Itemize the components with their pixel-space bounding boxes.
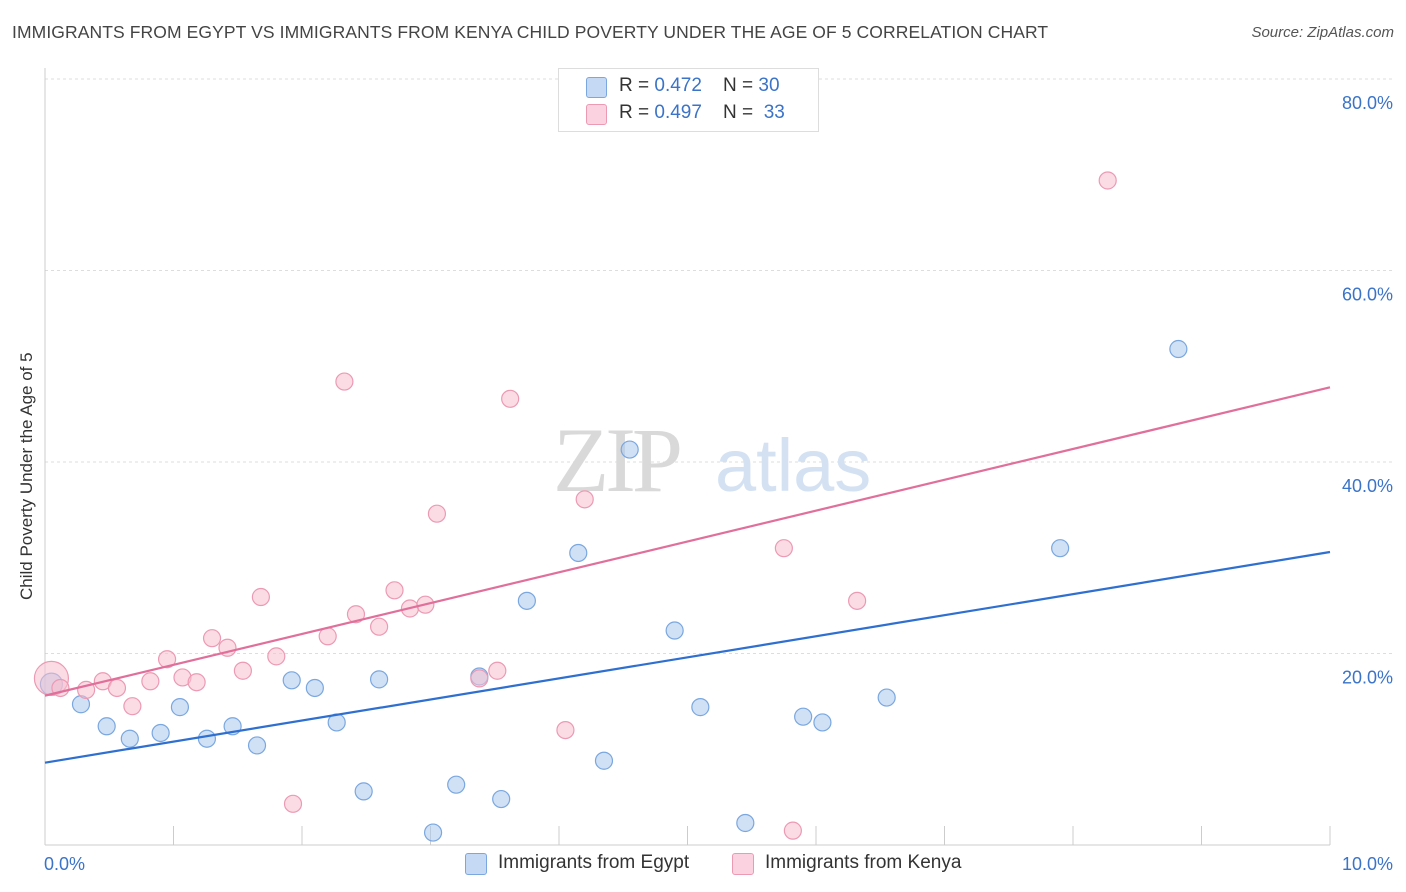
kenya-n-value: 33	[763, 102, 785, 123]
kenya-point-7	[157, 650, 177, 669]
kenya-point-28	[575, 490, 594, 509]
egypt-point-15	[447, 775, 466, 794]
egypt-point-13	[370, 670, 389, 689]
egypt-point-25	[794, 707, 813, 726]
egypt-point-6	[197, 729, 217, 748]
kenya-point-4	[107, 678, 127, 698]
egypt-point-4	[151, 723, 170, 743]
kenya-point-19	[370, 617, 389, 636]
x-tick-label-end: 10.0%	[1342, 854, 1393, 874]
gridlines	[45, 78, 1392, 654]
egypt-point-9	[282, 671, 301, 690]
kenya-legend-swatch	[732, 853, 754, 875]
y-tick-label-40: 40.0%	[1342, 476, 1393, 496]
kenya-point-5	[123, 697, 142, 716]
egypt-r-value: 0.472	[654, 75, 702, 96]
stats-legend: R = 0.472 N = 30 R = 0.497 N = 33	[558, 68, 819, 132]
egypt-point-14	[423, 823, 443, 842]
chart-title: IMMIGRANTS FROM EGYPT VS IMMIGRANTS FROM…	[12, 22, 1049, 42]
egypt-point-28	[1051, 539, 1070, 558]
watermark-atlas: atlas	[715, 424, 871, 507]
egypt-point-21	[620, 440, 639, 459]
kenya-point-17	[335, 372, 354, 391]
kenya-point-26	[501, 389, 520, 408]
kenya-point-27	[556, 720, 575, 740]
kenya-r-value: 0.497	[654, 102, 702, 123]
egypt-point-26	[813, 713, 832, 732]
egypt-point-12	[354, 782, 373, 801]
y-tick-label-80: 80.0%	[1342, 93, 1393, 113]
tick-labels: 20.0% 40.0% 60.0% 80.0% 0.0% 10.0%	[44, 93, 1393, 874]
kenya-point-31	[848, 591, 867, 610]
kenya-point-23	[427, 504, 447, 523]
kenya-point-10	[202, 629, 222, 648]
egypt-point-19	[569, 543, 588, 563]
egypt-point-23	[691, 698, 710, 717]
kenya-stats: R = 0.497 N = 33	[619, 102, 785, 123]
x-tick-label-start: 0.0%	[44, 854, 85, 874]
kenya-point-18	[346, 605, 366, 624]
egypt-point-24	[736, 813, 755, 833]
kenya-point-25	[488, 661, 507, 680]
kenya-point-20	[385, 581, 404, 600]
y-tick-label-20: 20.0%	[1342, 668, 1393, 688]
kenya-point-13	[251, 587, 270, 607]
kenya-point-29	[774, 539, 793, 558]
egypt-legend-swatch	[465, 853, 487, 875]
y-tick-label-60: 60.0%	[1342, 285, 1393, 305]
egypt-point-27	[877, 688, 896, 707]
kenya-legend-label: Immigrants from Kenya	[765, 852, 962, 873]
kenya-point-12	[233, 661, 252, 680]
egypt-legend-label: Immigrants from Egypt	[498, 852, 690, 873]
kenya-point-32	[1098, 171, 1117, 190]
egypt-point-2	[97, 717, 116, 736]
kenya-swatch	[586, 104, 607, 125]
egypt-n-value: 30	[758, 75, 780, 96]
kenya-trend-line	[44, 386, 1331, 697]
egypt-point-5	[170, 698, 190, 717]
egypt-swatch	[586, 77, 607, 98]
kenya-point-9	[187, 673, 206, 692]
chart-source: Source: ZipAtlas.com	[1251, 24, 1394, 41]
egypt-trend-line	[44, 550, 1331, 764]
kenya-point-30	[783, 821, 802, 840]
egypt-point-29	[1169, 339, 1188, 359]
egypt-point-22	[665, 621, 684, 640]
kenya-point-6	[141, 672, 160, 691]
watermark: ZIP	[553, 409, 680, 511]
trend-lines	[44, 386, 1331, 764]
egypt-point-17	[492, 789, 511, 809]
kenya-point-15	[283, 794, 303, 813]
egypt-point-10	[305, 678, 324, 698]
egypt-point-20	[594, 751, 614, 770]
egypt-point-3	[120, 729, 139, 748]
kenya-point-14	[267, 647, 286, 666]
kenya-point-24	[470, 669, 489, 688]
egypt-point-8	[247, 736, 267, 755]
egypt-stats: R = 0.472 N = 30	[619, 75, 780, 96]
egypt-point-18	[517, 591, 536, 610]
